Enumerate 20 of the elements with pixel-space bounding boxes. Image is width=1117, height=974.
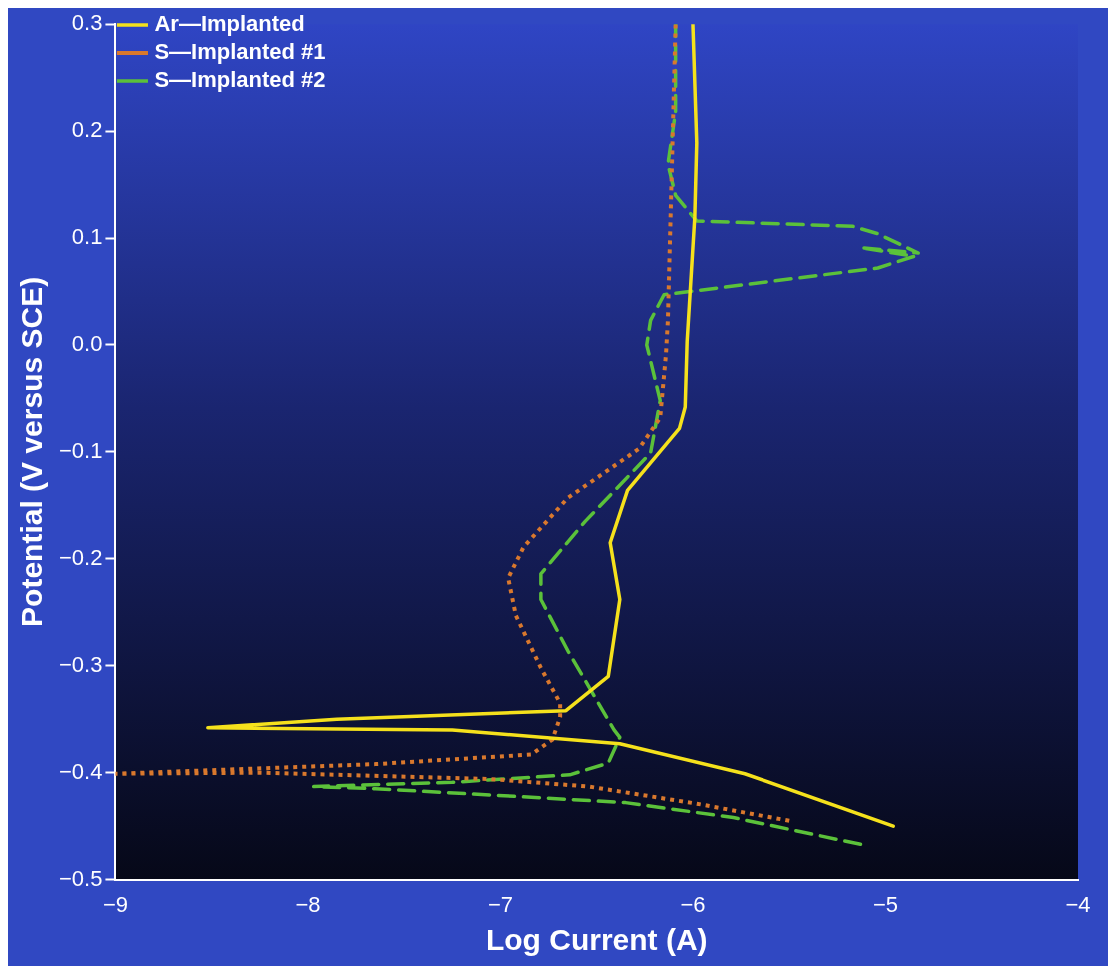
x-tick-label: −9 (102, 891, 128, 917)
y-tick-label: −0.1 (58, 437, 103, 463)
y-tick-label: −0.4 (58, 758, 103, 784)
x-tick-label: −4 (1065, 891, 1091, 917)
legend-label: S—Implanted #1 (154, 39, 326, 65)
y-tick-label: 0.0 (71, 331, 103, 357)
y-tick-label: −0.2 (58, 544, 103, 570)
y-tick-label: 0.2 (71, 117, 103, 143)
legend-label: S—Implanted #2 (154, 67, 326, 93)
x-tick-label: −7 (487, 891, 514, 917)
y-tick-label: 0.1 (71, 224, 103, 250)
x-tick-label: −8 (295, 891, 321, 917)
y-axis-title: Potential (V versus SCE) (15, 276, 49, 627)
y-tick-label: −0.3 (58, 651, 103, 677)
x-tick-label: −6 (680, 891, 706, 917)
x-axis-title: Log Current (A) (485, 923, 708, 957)
y-tick-label: 0.3 (71, 10, 103, 36)
x-tick-label: −5 (872, 891, 899, 917)
y-tick-label: −0.5 (58, 865, 103, 891)
legend-label: Ar—Implanted (154, 11, 305, 37)
